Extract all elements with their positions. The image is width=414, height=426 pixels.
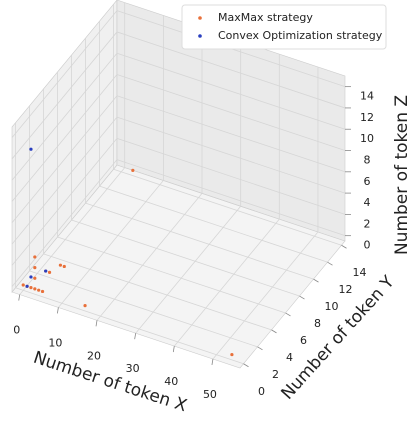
legend-label: MaxMax strategy bbox=[218, 11, 313, 24]
y-tick-label: 4 bbox=[286, 351, 293, 364]
point bbox=[47, 270, 52, 274]
point bbox=[33, 287, 37, 291]
grid-line bbox=[11, 52, 118, 181]
y-tick-label: 6 bbox=[300, 334, 307, 347]
point bbox=[33, 276, 37, 280]
x-tick bbox=[134, 333, 137, 340]
grid-line bbox=[11, 138, 118, 266]
x-tick bbox=[56, 307, 59, 314]
grid-line bbox=[71, 219, 300, 297]
point bbox=[83, 304, 87, 308]
grid-line bbox=[116, 116, 346, 194]
grid-line bbox=[116, 95, 346, 173]
grid-line bbox=[85, 202, 314, 280]
x-tick bbox=[95, 320, 98, 327]
z-axis-label: Number of token Z bbox=[392, 95, 412, 255]
grid-line bbox=[11, 116, 118, 245]
z-tick-label: 10 bbox=[360, 132, 374, 145]
grid-line bbox=[11, 159, 118, 287]
z-tick-label: 12 bbox=[360, 111, 374, 124]
z-tick-label: 2 bbox=[364, 217, 371, 230]
y-tick bbox=[299, 295, 305, 300]
y-tick bbox=[313, 278, 319, 283]
y-tick bbox=[341, 244, 347, 249]
grid-line bbox=[43, 253, 272, 331]
grid-line bbox=[116, 159, 346, 237]
z-tick-label: 6 bbox=[364, 175, 371, 188]
y-tick-label: 10 bbox=[325, 300, 339, 313]
x-tick-label: 10 bbox=[48, 336, 62, 349]
point bbox=[37, 288, 41, 292]
y-tick-label: 8 bbox=[314, 317, 321, 330]
z-tick-label: 4 bbox=[364, 196, 371, 209]
x-tick-label: 0 bbox=[13, 324, 20, 337]
grid-line bbox=[113, 168, 342, 246]
grid-line bbox=[116, 74, 346, 151]
y-tick-label: 0 bbox=[258, 385, 265, 398]
point bbox=[131, 168, 135, 172]
x-tick bbox=[172, 346, 175, 353]
grid-line bbox=[11, 95, 118, 224]
x-tick-label: 50 bbox=[203, 388, 217, 401]
grid-line bbox=[11, 10, 118, 138]
y-tick bbox=[285, 312, 291, 317]
x-tick-label: 30 bbox=[126, 362, 140, 375]
point bbox=[62, 264, 66, 269]
point bbox=[33, 265, 37, 270]
grid-line bbox=[57, 236, 286, 314]
grid-line bbox=[116, 31, 346, 109]
point bbox=[58, 263, 63, 267]
y-tick bbox=[243, 363, 249, 368]
grid-line bbox=[116, 138, 346, 215]
back-pane bbox=[116, 0, 346, 242]
legend-marker bbox=[198, 34, 202, 38]
legend-box bbox=[181, 4, 387, 50]
x-tick-label: 20 bbox=[87, 349, 101, 362]
point bbox=[44, 269, 48, 273]
y-tick bbox=[327, 261, 333, 266]
point bbox=[33, 255, 37, 259]
z-tick-label: 0 bbox=[364, 239, 371, 252]
point bbox=[25, 284, 29, 288]
grid-line bbox=[29, 270, 258, 348]
point bbox=[29, 285, 33, 290]
y-tick bbox=[257, 346, 263, 351]
grid-line bbox=[15, 287, 244, 365]
x-tick bbox=[211, 358, 214, 366]
point bbox=[230, 352, 234, 357]
y-tick bbox=[271, 329, 277, 334]
point bbox=[21, 283, 25, 287]
y-tick-label: 12 bbox=[339, 283, 353, 296]
grid-line bbox=[99, 185, 328, 263]
legend-label: Convex Optimization strategy bbox=[218, 29, 383, 42]
grid-line bbox=[116, 52, 346, 130]
point bbox=[40, 289, 45, 294]
z-tick-label: 14 bbox=[360, 90, 374, 103]
y-tick-label: 14 bbox=[353, 266, 367, 279]
legend: MaxMax strategy Convex Optimization strat… bbox=[181, 4, 387, 50]
x-tick bbox=[18, 294, 21, 301]
y-tick-label: 2 bbox=[272, 368, 279, 381]
grid-line bbox=[11, 31, 118, 160]
point bbox=[29, 147, 33, 151]
point bbox=[29, 275, 33, 279]
grid-line bbox=[11, 74, 118, 202]
x-tick-label: 40 bbox=[164, 375, 178, 388]
z-tick-label: 8 bbox=[364, 154, 371, 167]
legend-marker bbox=[198, 16, 202, 20]
left-pane bbox=[11, 0, 118, 293]
